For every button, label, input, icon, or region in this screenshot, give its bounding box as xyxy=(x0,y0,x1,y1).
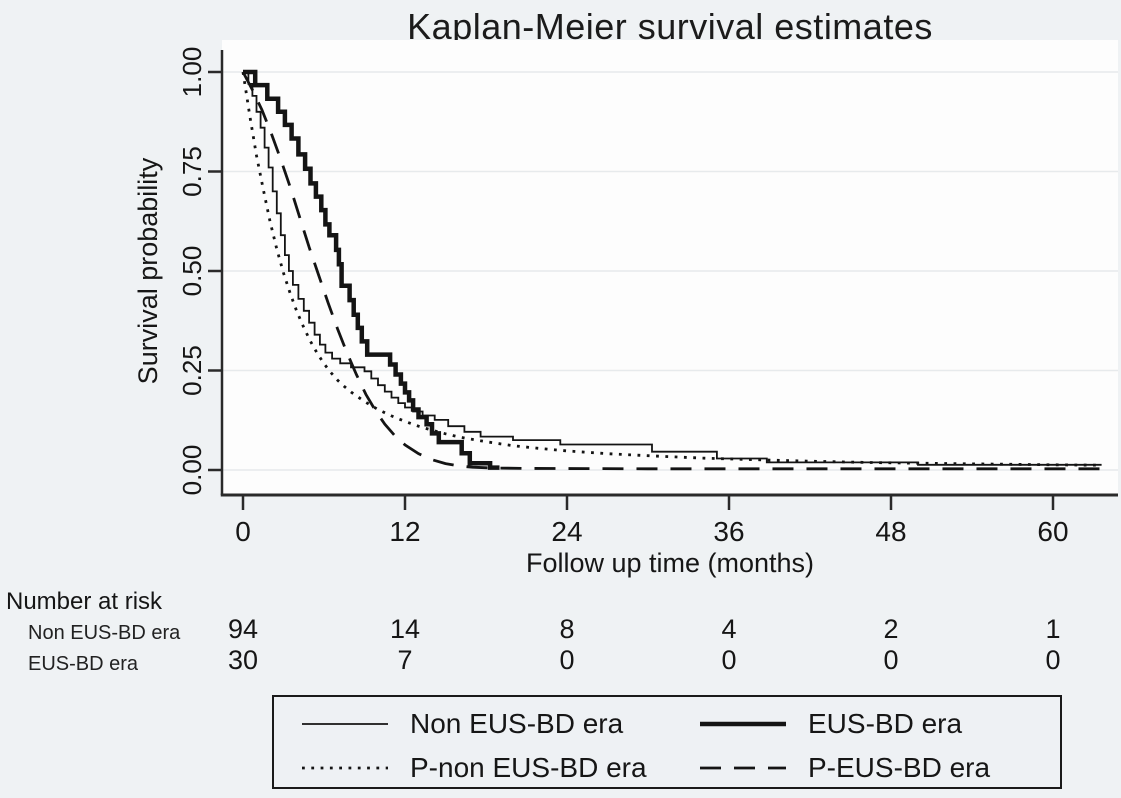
risk-count: 94 xyxy=(227,614,259,644)
y-tick-label: 0.75 xyxy=(177,146,207,197)
x-tick-label: 12 xyxy=(389,516,420,547)
legend-label: EUS-BD era xyxy=(808,708,963,739)
x-tick-label: 24 xyxy=(551,516,582,547)
y-tick-label: 1.00 xyxy=(177,47,207,98)
legend-swatch-solid-thin-icon xyxy=(302,723,388,725)
legend: Non EUS-BD era EUS-BD era P-non EUS-BD e… xyxy=(272,695,1062,789)
y-tick-label: 0.50 xyxy=(177,246,207,297)
risk-count: 0 xyxy=(883,645,899,675)
legend-item-non-eus-bd-era: Non EUS-BD era xyxy=(302,705,623,743)
plot-area xyxy=(222,40,1118,495)
y-axis-title: Survival probability xyxy=(133,157,163,384)
km-plot: 0.00 0.25 0.50 0.75 1.00 0 12 24 36 48 60 Survival … xyxy=(133,40,1118,578)
legend-item-eus-bd-era: EUS-BD era xyxy=(700,705,962,743)
legend-label: P-non EUS-BD era xyxy=(410,752,647,783)
risk-count: 0 xyxy=(559,645,575,675)
legend-swatch-solid-thick-icon xyxy=(700,721,786,727)
legend-swatch-dashed-icon xyxy=(700,766,786,770)
x-axis-title: Follow up time (months) xyxy=(526,548,814,578)
x-tick-label: 36 xyxy=(713,516,744,547)
km-curve-p-non-eus-bd-era xyxy=(241,71,1102,467)
km-curve-p-eus-bd-era xyxy=(241,71,1102,471)
risk-count: 30 xyxy=(227,645,259,675)
x-tick-label: 0 xyxy=(235,516,251,547)
risk-count: 0 xyxy=(721,645,737,675)
legend-swatch-dotted-icon xyxy=(302,766,388,770)
risk-count: 8 xyxy=(559,614,575,644)
risk-table-heading: Number at risk xyxy=(6,588,163,615)
legend-label: P-EUS-BD era xyxy=(808,752,991,783)
km-curve-eus-bd-era xyxy=(243,69,500,470)
risk-row-label: EUS-BD era xyxy=(28,653,139,675)
legend-item-p-non-eus-bd-era: P-non EUS-BD era xyxy=(302,749,647,787)
km-curve-non-eus-bd-era xyxy=(243,71,1102,466)
risk-count: 2 xyxy=(883,614,899,644)
risk-count: 0 xyxy=(1045,645,1061,675)
x-tick-label: 60 xyxy=(1037,516,1068,547)
risk-count: 4 xyxy=(721,614,737,644)
risk-count: 1 xyxy=(1045,614,1061,644)
y-tick-label: 0.00 xyxy=(177,445,207,496)
risk-count: 14 xyxy=(389,614,421,644)
risk-count: 7 xyxy=(397,645,413,675)
x-tick-label: 48 xyxy=(875,516,906,547)
legend-item-p-eus-bd-era: P-EUS-BD era xyxy=(700,749,990,787)
legend-label: Non EUS-BD era xyxy=(410,708,624,739)
risk-row-label: Non EUS-BD era xyxy=(28,622,181,644)
y-tick-label: 0.25 xyxy=(177,345,207,396)
